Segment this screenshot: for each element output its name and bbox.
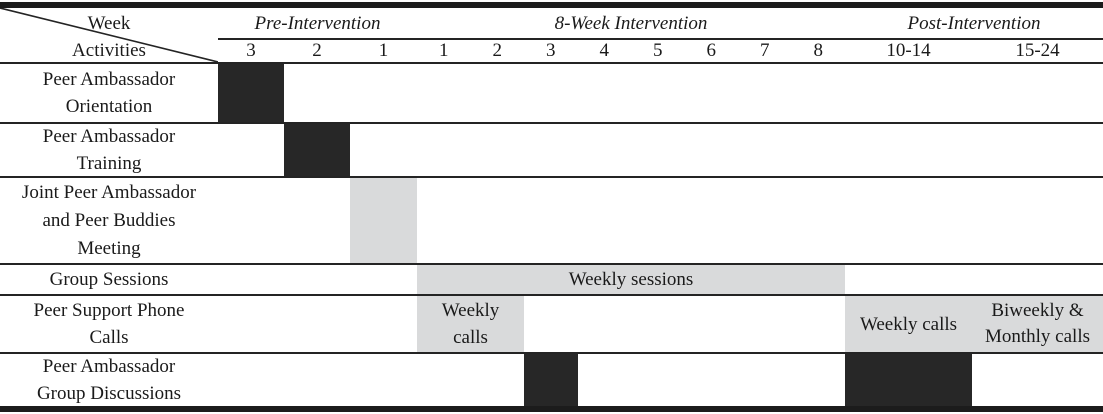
bar-discussions-post-10-14 (845, 354, 972, 406)
bar-phone-calls-post-15-24: Biweekly & Monthly calls (972, 296, 1103, 352)
week-int-3: 3 (546, 40, 556, 61)
row-divider (0, 352, 1103, 354)
row-divider (0, 263, 1103, 265)
row-divider (0, 294, 1103, 296)
week-int-8: 8 (813, 40, 824, 61)
phase-header-post-intervention: Post-Intervention (907, 12, 1041, 34)
bar-group-sessions-weeks1-8: Weekly sessions (417, 265, 845, 294)
phase-header-underline (218, 38, 1103, 40)
bar-orientation-pre-week3 (218, 64, 284, 122)
phase-header-8-week-intervention: 8-Week Intervention (554, 12, 708, 34)
bar-phone-calls-weeks1-2: Weekly calls (417, 296, 524, 352)
week-post-10-14: 10-14 (886, 40, 931, 61)
table-bottom-border (0, 406, 1103, 412)
table-top-border (0, 2, 1103, 8)
bar-phone-calls-post-10-14: Weekly calls (845, 296, 972, 352)
header-diagonal-line (0, 8, 218, 62)
week-int-4: 4 (599, 40, 610, 61)
phase-header-pre-intervention: Pre-Intervention (254, 12, 381, 34)
bar-discussions-int-week3 (524, 354, 578, 406)
week-int-7: 7 (760, 40, 770, 61)
week-pre-2: 2 (312, 40, 322, 61)
row-divider (0, 62, 1103, 64)
bar-joint-meeting-pre-week1 (350, 178, 417, 263)
activity-peer-support-phone-calls: Peer Support Phone Calls (33, 300, 185, 348)
bar-label-weekly-sessions: Weekly sessions (568, 269, 694, 290)
activity-joint-peer-ambassador-meeting: Joint Peer Ambassador and Peer Buddies M… (21, 181, 197, 259)
bar-label-weekly-calls-post: Weekly calls (859, 313, 958, 335)
corner-activities-label: Activities (72, 39, 146, 61)
week-int-5: 5 (653, 40, 663, 61)
bar-label-biweekly-monthly-calls: Biweekly & Monthly calls (984, 300, 1091, 347)
activity-peer-ambassador-orientation: Peer Ambassador Orientation (42, 69, 176, 117)
row-divider (0, 122, 1103, 124)
bar-training-pre-week2 (284, 124, 350, 176)
week-int-1: 1 (439, 40, 449, 61)
week-int-2: 2 (492, 40, 503, 61)
week-int-6: 6 (706, 40, 717, 61)
bar-label-weekly-calls-intervention: Weekly calls (441, 300, 500, 348)
row-divider (0, 176, 1103, 178)
week-post-15-24: 15-24 (1015, 40, 1060, 61)
activity-group-sessions: Group Sessions (49, 269, 169, 290)
activity-peer-ambassador-training: Peer Ambassador Training (42, 126, 176, 174)
week-pre-3: 3 (246, 40, 256, 61)
week-pre-1: 1 (378, 40, 389, 61)
activity-peer-ambassador-group-discussions: Peer Ambassador Group Discussions (36, 356, 182, 404)
corner-week-label: Week (87, 12, 131, 34)
